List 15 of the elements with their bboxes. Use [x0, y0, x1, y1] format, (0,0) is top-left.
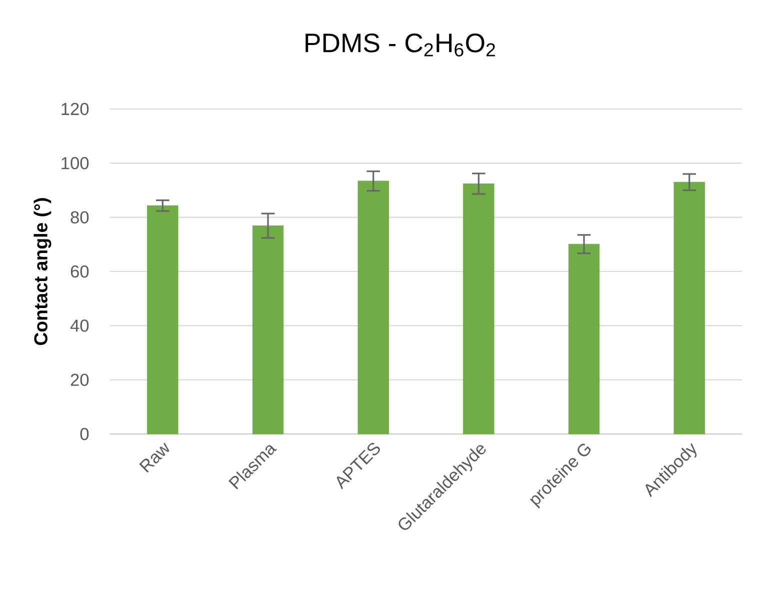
y-tick-label: 60 — [70, 265, 89, 278]
y-tick-label: 40 — [70, 320, 89, 332]
chart-title: PDMS - C$_{2}$H$_{6}$O$_{2}$ — [306, 34, 495, 56]
y-tick-label: 20 — [70, 374, 89, 386]
y-tick-label: 120 — [62, 102, 89, 116]
bar — [674, 182, 705, 434]
bar — [252, 225, 284, 434]
bar — [358, 180, 389, 434]
y-axis-title: Contact angle (°) — [34, 198, 52, 345]
bar — [568, 244, 600, 434]
y-tick-label: 0 — [80, 428, 89, 440]
bar — [463, 183, 494, 434]
y-tick-label: 80 — [70, 211, 89, 224]
y-tick-label: 100 — [62, 157, 89, 170]
bar — [147, 205, 178, 434]
